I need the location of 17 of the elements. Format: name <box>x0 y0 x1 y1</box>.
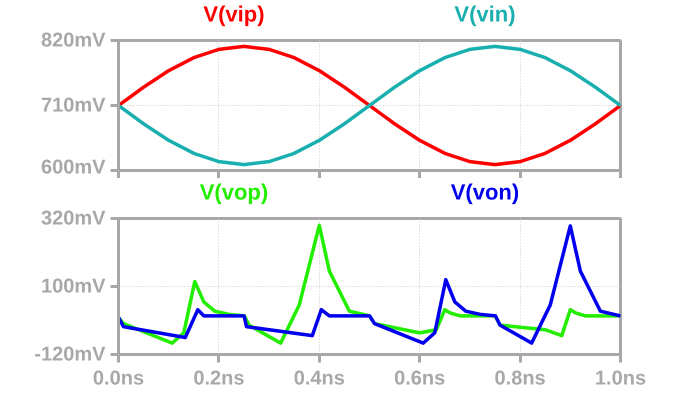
series-label: V(vin) <box>454 1 516 26</box>
x-tick-label: 1.0ns <box>594 368 646 390</box>
x-tick-label: 0.8ns <box>494 368 546 390</box>
text: V(von) <box>450 179 520 204</box>
y-tick-label: -120mV <box>34 344 106 366</box>
y-tick-label: 820mV <box>41 30 106 52</box>
y-tick-label: 710mV <box>41 94 106 116</box>
x-tick-label: 0.6ns <box>394 368 446 390</box>
series-label: V(vip) <box>203 1 265 26</box>
x-tick-label: 0.4ns <box>294 368 345 390</box>
x-tick-label: 0.2ns <box>193 368 244 390</box>
line-series <box>118 44 620 166</box>
x-tick-label: 0.0ns <box>92 368 144 390</box>
y-tick-label: 100mV <box>41 276 106 298</box>
y-tick-label: 600mV <box>41 156 106 178</box>
text: V(vop) <box>200 179 268 204</box>
y-tick-label: 320mV <box>41 208 106 230</box>
